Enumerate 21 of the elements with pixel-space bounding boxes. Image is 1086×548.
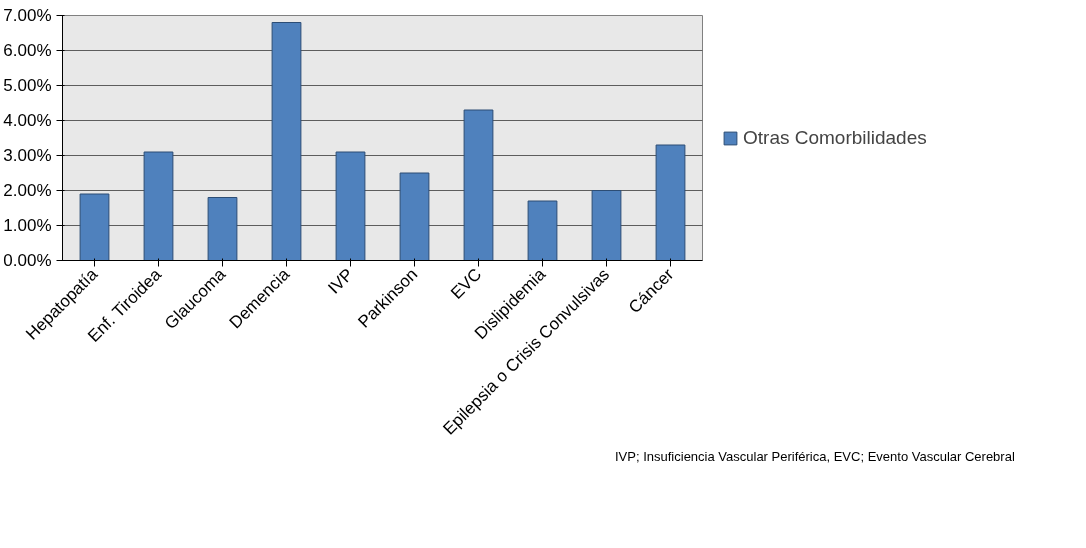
bar: [655, 144, 686, 261]
text: IVP; Insuficiencia Vascular Periférica, EVC; Evento Vascular Cerebral: [615, 448, 1015, 466]
x-tick-label: IVP: [324, 264, 358, 298]
y-tick-label: 0.00%: [3, 251, 52, 270]
y-tick-label: 4.00%: [3, 111, 52, 130]
bar: [591, 190, 622, 261]
bar: [79, 193, 110, 261]
y-tick-label: 1.00%: [3, 216, 52, 235]
y-tick-label: 2.00%: [3, 181, 52, 200]
bar: [207, 197, 238, 261]
bar: [143, 151, 174, 261]
bar: [527, 200, 558, 261]
legend-label: Otras Comorbilidades: [743, 126, 927, 149]
y-tick-label: 3.00%: [3, 146, 52, 165]
y-tick-label: 7.00%: [3, 6, 52, 25]
y-tick-label: 5.00%: [3, 76, 52, 95]
y-tick-label: 6.00%: [3, 41, 52, 60]
bar: [271, 22, 302, 261]
bar: [335, 151, 366, 261]
bar: [399, 172, 430, 261]
bar: [463, 109, 494, 261]
